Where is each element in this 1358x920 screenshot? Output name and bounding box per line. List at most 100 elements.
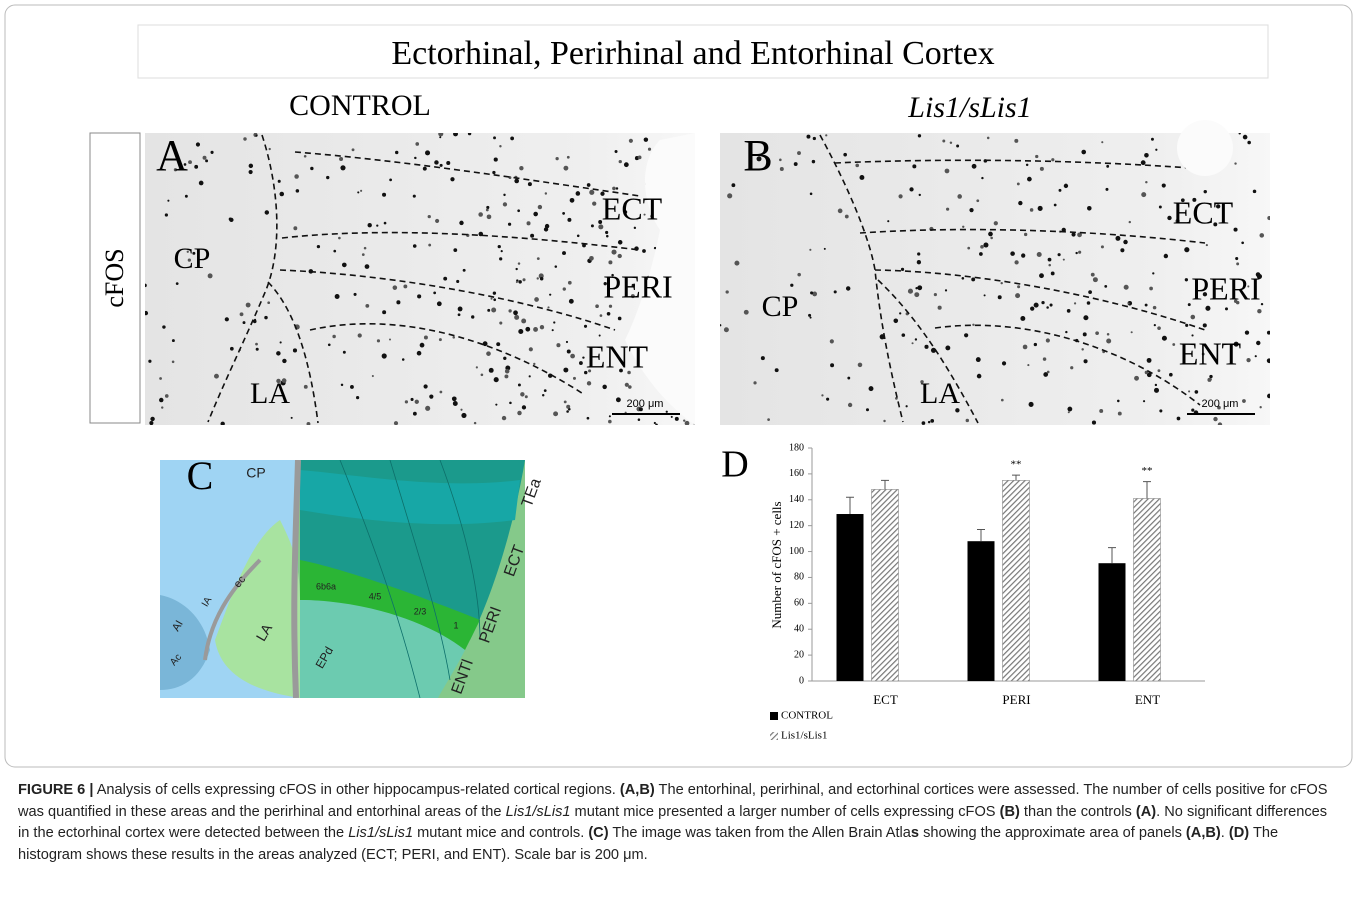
- cell-dot: [917, 252, 920, 255]
- cell-dot: [358, 333, 362, 337]
- cell-dot: [514, 315, 519, 320]
- cell-dot: [592, 202, 596, 206]
- figure: Ectorhinal, Perirhinal and Entorhinal Co…: [0, 0, 1358, 775]
- cell-dot: [1261, 303, 1263, 305]
- cell-dot: [642, 249, 646, 253]
- cell-dot: [1030, 306, 1034, 310]
- cell-dot: [775, 368, 779, 372]
- cell-dot: [638, 155, 642, 159]
- cell-dot: [304, 155, 307, 158]
- cell-dot: [1239, 132, 1241, 134]
- cell-dot: [753, 381, 756, 384]
- cell-dot: [439, 136, 441, 138]
- cell-dot: [780, 167, 784, 171]
- cell-dot: [1026, 164, 1028, 166]
- cell-dot: [395, 151, 398, 154]
- cell-dot: [434, 160, 438, 164]
- cell-dot: [340, 165, 345, 170]
- cell-dot: [503, 202, 507, 206]
- cell-dot: [1259, 233, 1264, 238]
- cell-dot: [335, 294, 340, 299]
- cell-dot: [471, 315, 474, 318]
- cell-dot: [382, 310, 386, 314]
- cell-dot: [413, 195, 416, 198]
- cell-dot: [162, 325, 165, 328]
- cell-dot: [1145, 304, 1148, 307]
- cell-dot: [761, 356, 765, 360]
- cell-dot: [489, 368, 494, 373]
- cell-dot: [229, 218, 233, 222]
- error-bar: [1012, 475, 1020, 480]
- cell-dot: [555, 157, 558, 160]
- cell-dot: [976, 199, 979, 202]
- cell-dot: [1048, 264, 1051, 267]
- cell-dot: [866, 408, 869, 411]
- cell-dot: [1144, 153, 1149, 158]
- cell-dot: [452, 396, 457, 401]
- cell-dot: [1203, 323, 1207, 327]
- panel-label: C: [187, 453, 214, 498]
- cell-dot: [634, 227, 636, 229]
- region-label: PERI: [1191, 270, 1260, 306]
- cell-dot: [1159, 206, 1162, 209]
- cell-dot: [1172, 343, 1175, 346]
- cell-dot: [1040, 167, 1044, 171]
- cell-dot: [459, 221, 463, 225]
- legend-swatch: [770, 732, 778, 740]
- cell-dot: [945, 289, 947, 291]
- cell-dot: [1185, 278, 1188, 281]
- y-tick-label: 140: [789, 494, 804, 505]
- cell-dot: [210, 151, 213, 154]
- cell-dot: [908, 289, 913, 294]
- cell-dot: [806, 135, 810, 139]
- cell-dot: [1141, 160, 1146, 165]
- significance-label: **: [1011, 459, 1022, 471]
- cell-dot: [1021, 253, 1025, 257]
- cell-dot: [1225, 307, 1228, 310]
- cell-dot: [1195, 390, 1199, 394]
- cell-dot: [1234, 228, 1238, 232]
- cell-dot: [1241, 241, 1244, 244]
- cell-dot: [1134, 376, 1139, 381]
- cell-dot: [483, 341, 488, 346]
- cell-dot: [415, 142, 419, 146]
- cell-dot: [912, 164, 916, 168]
- error-bar: [881, 480, 889, 489]
- cell-dot: [498, 245, 501, 248]
- cell-dot: [924, 345, 928, 349]
- cell-dot: [196, 142, 200, 146]
- figure-caption: FIGURE 6 | Analysis of cells expressing …: [18, 780, 1340, 866]
- column-label: Lis1/sLis1: [907, 91, 1031, 124]
- cell-dot: [159, 398, 163, 402]
- cell-dot: [1034, 343, 1037, 346]
- cell-dot: [402, 358, 405, 361]
- cell-dot: [1162, 183, 1166, 187]
- cell-dot: [566, 405, 570, 409]
- cell-dot: [1213, 417, 1217, 421]
- cell-dot: [463, 269, 466, 272]
- cell-dot: [437, 301, 442, 306]
- error-bar: [977, 530, 985, 542]
- cell-dot: [555, 265, 557, 267]
- cell-dot: [438, 131, 443, 136]
- cell-dot: [855, 164, 859, 168]
- cell-dot: [1147, 358, 1152, 363]
- cell-dot: [1051, 158, 1054, 161]
- cell-dot: [317, 245, 320, 248]
- cell-dot: [144, 311, 148, 315]
- cell-dot: [533, 363, 535, 365]
- cell-dot: [328, 343, 331, 346]
- cell-dot: [1205, 306, 1210, 311]
- cell-dot: [1106, 338, 1111, 343]
- cell-dot: [972, 324, 974, 326]
- caption-segment: (A,B): [620, 782, 655, 798]
- tissue-hole: [1177, 120, 1233, 176]
- cell-dot: [282, 359, 286, 363]
- cell-dot: [1092, 421, 1096, 425]
- cell-dot: [810, 317, 812, 319]
- cell-dot: [549, 294, 551, 296]
- cell-dot: [599, 335, 601, 337]
- cell-dot: [420, 343, 425, 348]
- cell-dot: [453, 131, 458, 136]
- cell-dot: [1154, 388, 1159, 393]
